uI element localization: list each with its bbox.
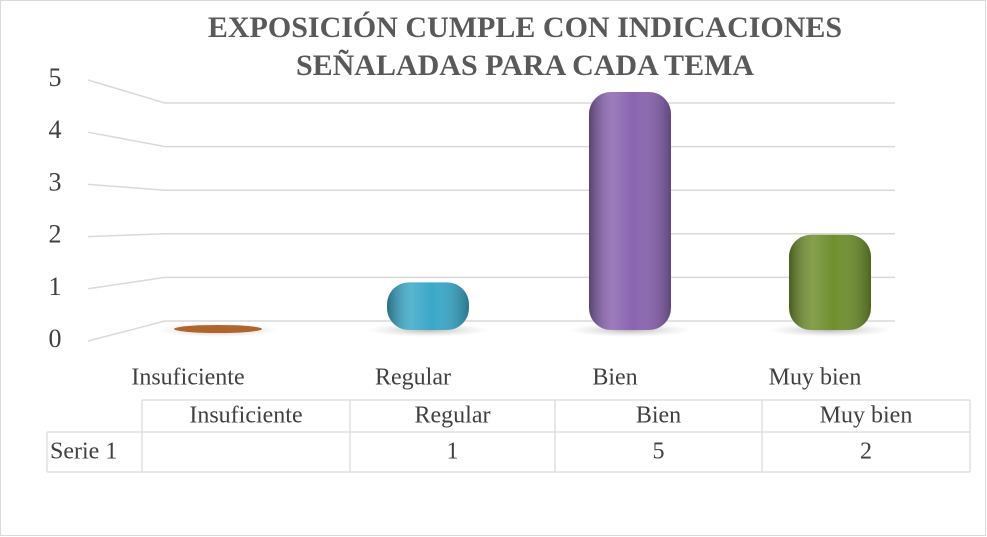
chart-title: SEÑALADAS PARA CADA TEMA bbox=[296, 49, 754, 82]
grid-line bbox=[87, 276, 895, 290]
table-header: Muy bien bbox=[820, 403, 913, 429]
table-series-name: Serie 1 bbox=[50, 439, 117, 465]
y-tick-label: 1 bbox=[49, 272, 62, 301]
table-header: Bien bbox=[636, 403, 681, 429]
x-tick-label: Insuficiente bbox=[131, 365, 244, 391]
table-header: Regular bbox=[415, 403, 491, 429]
x-tick-label: Bien bbox=[592, 365, 637, 391]
y-tick-label: 4 bbox=[49, 115, 62, 144]
bar-shade bbox=[789, 234, 871, 330]
table-value: 1 bbox=[447, 439, 459, 465]
grid-line bbox=[87, 79, 895, 104]
bar bbox=[174, 325, 262, 333]
grid-line bbox=[87, 131, 895, 148]
y-tick-label: 3 bbox=[49, 167, 62, 196]
grid-line bbox=[87, 183, 895, 191]
table-value: 2 bbox=[860, 439, 872, 465]
y-tick-label: 5 bbox=[49, 63, 62, 92]
x-tick-label: Regular bbox=[375, 365, 451, 391]
y-tick-label: 2 bbox=[49, 220, 62, 249]
table-value: 5 bbox=[653, 439, 665, 465]
y-tick-label: 0 bbox=[49, 324, 62, 353]
table-header: Insuficiente bbox=[189, 403, 302, 429]
x-tick-label: Muy bien bbox=[769, 365, 862, 391]
bar-shade bbox=[387, 282, 469, 330]
chart-title: EXPOSICIÓN CUMPLE CON INDICACIONES bbox=[208, 11, 842, 44]
grid-line bbox=[87, 233, 895, 238]
bar-shade bbox=[589, 92, 671, 330]
